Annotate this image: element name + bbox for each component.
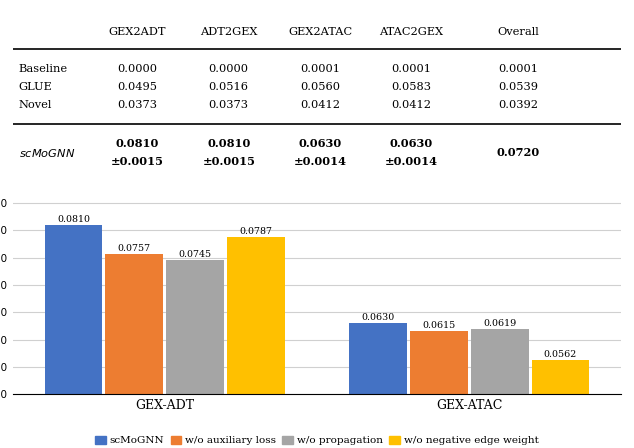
- Bar: [470, 329, 529, 448]
- Text: ±0.0015: ±0.0015: [202, 156, 255, 168]
- Text: Baseline: Baseline: [19, 64, 68, 74]
- Text: 0.0392: 0.0392: [498, 100, 538, 110]
- Text: 0.0810: 0.0810: [116, 138, 159, 149]
- Text: 0.0516: 0.0516: [209, 82, 249, 92]
- Bar: [105, 254, 164, 448]
- Text: Overall: Overall: [497, 27, 539, 37]
- Text: 0.0720: 0.0720: [496, 147, 540, 158]
- Text: 0.0412: 0.0412: [300, 100, 340, 110]
- Text: ±0.0014: ±0.0014: [294, 156, 347, 168]
- Bar: [227, 237, 285, 448]
- Bar: [166, 260, 224, 448]
- Text: 0.0810: 0.0810: [207, 138, 250, 149]
- Text: $\mathit{scMoGNN}$: $\mathit{scMoGNN}$: [19, 146, 75, 159]
- Text: 0.0745: 0.0745: [179, 250, 212, 259]
- Text: 0.0412: 0.0412: [391, 100, 431, 110]
- Text: ±0.0014: ±0.0014: [385, 156, 438, 168]
- Text: 0.0001: 0.0001: [498, 64, 538, 74]
- Text: ADT2GEX: ADT2GEX: [200, 27, 257, 37]
- Text: Novel: Novel: [19, 100, 52, 110]
- Text: 0.0787: 0.0787: [240, 227, 273, 236]
- Text: GEX2ADT: GEX2ADT: [108, 27, 166, 37]
- Text: GLUE: GLUE: [19, 82, 53, 92]
- Text: 0.0001: 0.0001: [300, 64, 340, 74]
- Bar: [410, 332, 468, 448]
- Text: 0.0757: 0.0757: [118, 244, 151, 253]
- Text: ATAC2GEX: ATAC2GEX: [379, 27, 443, 37]
- Text: 0.0495: 0.0495: [117, 82, 157, 92]
- Text: 0.0630: 0.0630: [361, 313, 394, 322]
- Text: 0.0373: 0.0373: [117, 100, 157, 110]
- Text: ±0.0015: ±0.0015: [111, 156, 164, 168]
- Text: 0.0539: 0.0539: [498, 82, 538, 92]
- Text: 0.0560: 0.0560: [300, 82, 340, 92]
- Text: 0.0810: 0.0810: [57, 215, 90, 224]
- Text: 0.0619: 0.0619: [483, 319, 516, 328]
- Legend: scMoGNN, w/o auxiliary loss, w/o propagation, w/o negative edge weight: scMoGNN, w/o auxiliary loss, w/o propaga…: [91, 431, 543, 448]
- Bar: [349, 323, 407, 448]
- Text: 0.0001: 0.0001: [391, 64, 431, 74]
- Text: 0.0630: 0.0630: [390, 138, 433, 149]
- Text: GEX2ATAC: GEX2ATAC: [288, 27, 352, 37]
- Text: 0.0373: 0.0373: [209, 100, 249, 110]
- Text: 0.0000: 0.0000: [209, 64, 249, 74]
- Text: 0.0630: 0.0630: [299, 138, 342, 149]
- Text: 0.0562: 0.0562: [544, 350, 577, 359]
- Bar: [531, 360, 590, 448]
- Text: 0.0000: 0.0000: [117, 64, 157, 74]
- Text: 0.0583: 0.0583: [391, 82, 431, 92]
- Text: 0.0615: 0.0615: [422, 321, 455, 330]
- Bar: [44, 225, 103, 448]
